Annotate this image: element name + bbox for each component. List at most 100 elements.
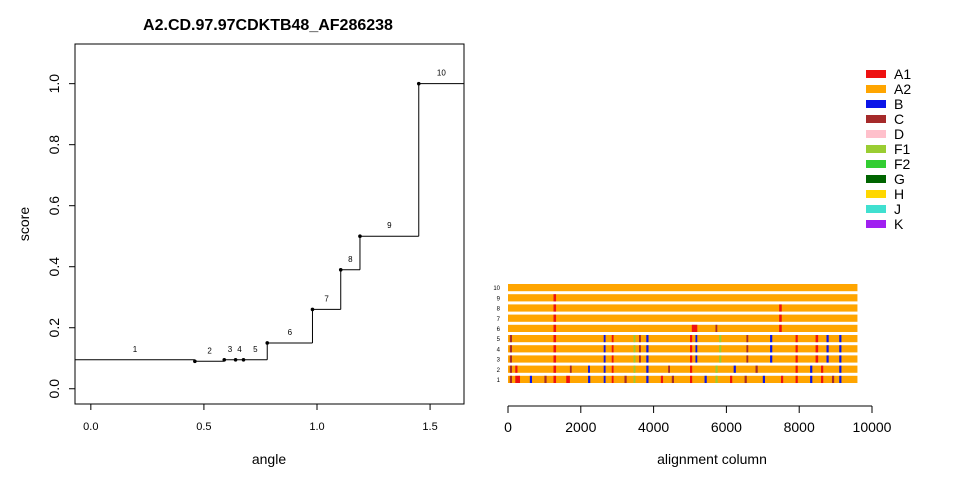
track-segment (603, 345, 606, 353)
track-segment (746, 345, 749, 353)
track-segment (715, 365, 718, 373)
x-tick-label: 1.0 (309, 421, 324, 433)
track-segment (611, 365, 614, 373)
alignment-x-axis: 0 2000 4000 6000 8000 10000 (504, 405, 892, 435)
track-segment (755, 365, 758, 373)
track-segment (515, 365, 518, 373)
step-point (416, 81, 421, 86)
track-segment (795, 345, 798, 353)
track-segment (569, 365, 572, 373)
track-segment (815, 355, 819, 363)
track-segment (815, 335, 819, 343)
step-label: 1 (133, 345, 138, 354)
track-segment (795, 355, 798, 363)
step-point (241, 357, 246, 362)
track-segment (509, 375, 513, 383)
x-tick-label: 1.5 (422, 421, 437, 433)
x-axis-label: angle (252, 451, 286, 467)
track-segment (762, 375, 765, 383)
track-segment (611, 355, 614, 363)
alignment-plot: 10 9 8 7 6 5 4 3 2 1 0 2000 4000 6000 8000 10000 align… (493, 284, 892, 467)
track-segment (553, 365, 557, 373)
x-tick-label: 0.0 (83, 421, 98, 433)
chart-title: A2.CD.97.97CDKTB48_AF286238 (143, 17, 393, 34)
x-tick-label: 8000 (784, 419, 815, 435)
track-segment (633, 375, 636, 383)
track-label: 7 (497, 317, 501, 323)
track-segment (719, 355, 722, 363)
track-segment (690, 365, 693, 373)
track-bar (508, 324, 858, 332)
track-label: 6 (497, 327, 501, 333)
track-segment (691, 324, 698, 332)
step-point (265, 341, 270, 345)
track-segment (646, 375, 649, 383)
track-segment (553, 304, 557, 312)
track-segment (690, 335, 693, 343)
track-segment (529, 375, 533, 383)
y-axis: 0.0 0.2 0.4 0.6 0.8 1.0 (46, 74, 75, 398)
legend-swatch (866, 115, 886, 123)
track-segment (770, 355, 773, 363)
track-bar (508, 345, 858, 353)
track-bar (508, 375, 858, 383)
track-segment (553, 355, 557, 363)
legend-swatch (866, 160, 886, 168)
legend-label: B (894, 96, 903, 112)
track-segment (695, 335, 698, 343)
track-bar (508, 335, 858, 343)
track-segment (509, 335, 513, 343)
track-segment (639, 345, 641, 353)
track-segment (695, 345, 698, 353)
track-segment (646, 365, 649, 373)
step-label: 7 (324, 294, 329, 303)
legend-label: J (894, 201, 901, 217)
track-segment (603, 375, 606, 383)
track-segment (603, 365, 606, 373)
x-tick-label: 10000 (853, 419, 892, 435)
x-tick-label: 4000 (638, 419, 669, 435)
track-segment (611, 375, 614, 383)
track-segment (646, 355, 649, 363)
legend-label: A2 (894, 81, 911, 97)
track-segment (553, 345, 557, 353)
track-segment (715, 375, 718, 383)
track-segment (671, 375, 674, 383)
step-point (358, 234, 362, 239)
legend-label: F1 (894, 141, 911, 157)
alignment-tracks: 10 9 8 7 6 5 4 3 2 1 (493, 284, 858, 384)
track-segment (588, 365, 590, 373)
track-label: 5 (497, 337, 501, 343)
track-segment (733, 365, 736, 373)
track-segment (815, 345, 819, 353)
track-segment (611, 345, 614, 353)
track-segment (509, 355, 513, 363)
track-segment (690, 375, 693, 383)
y-tick-label: 1.0 (46, 74, 62, 94)
track-segment (826, 355, 829, 363)
track-bar (508, 284, 858, 292)
track-label: 4 (497, 347, 501, 353)
step-point (233, 357, 238, 362)
track-segment (839, 365, 842, 373)
track-segment (633, 335, 636, 343)
track-segment (544, 375, 547, 383)
track-segment (810, 375, 813, 383)
track-segment (781, 375, 784, 383)
track-segment (826, 335, 829, 343)
track-segment (633, 365, 636, 373)
y-tick-label: 0.4 (46, 257, 62, 277)
y-tick-label: 0.2 (46, 318, 62, 338)
track-segment (821, 375, 824, 383)
track-segment (553, 375, 557, 383)
legend-swatch (866, 85, 886, 93)
track-bar (508, 365, 858, 373)
step-point (193, 359, 197, 364)
track-segment (646, 345, 649, 353)
track-segment (668, 365, 670, 373)
step-point (338, 267, 343, 272)
legend-label: F2 (894, 156, 911, 172)
